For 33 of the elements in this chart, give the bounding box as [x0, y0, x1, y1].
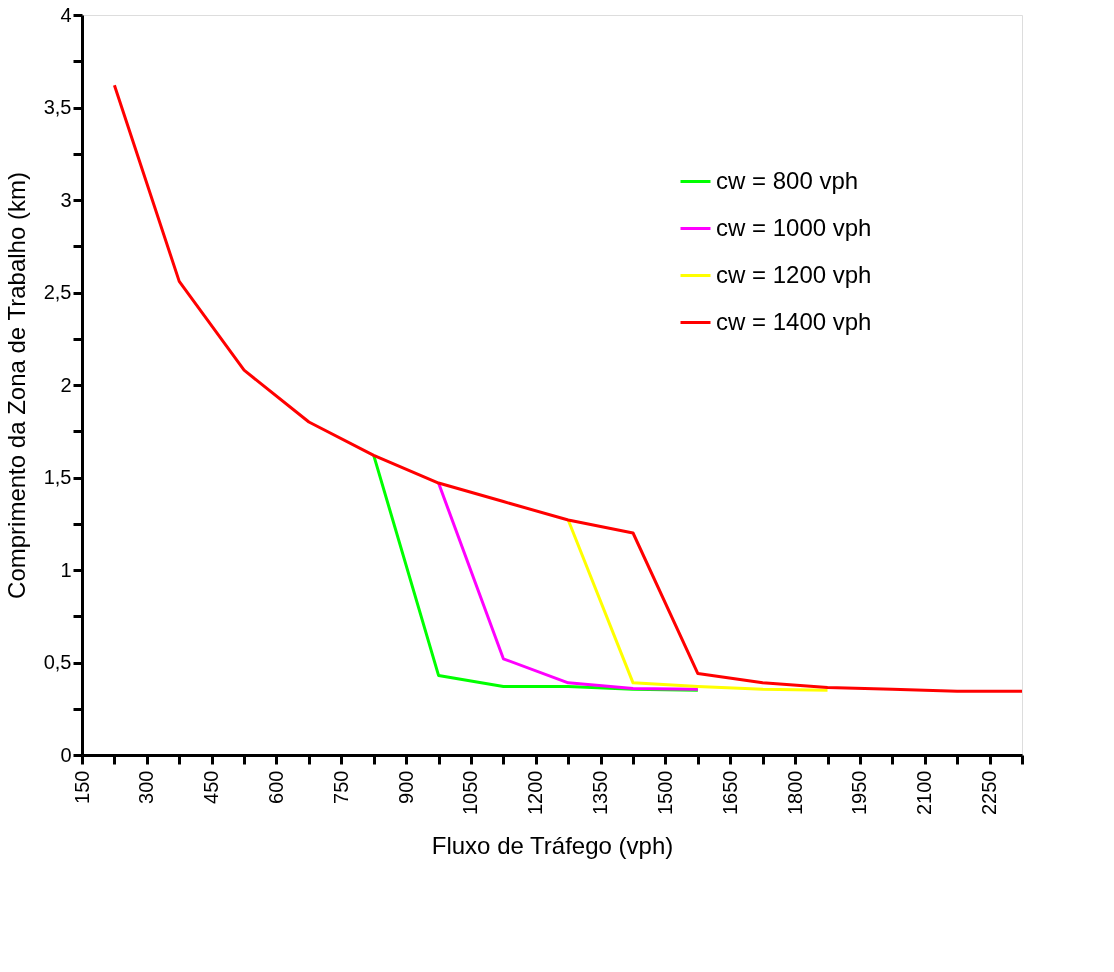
y-tick-label: 3,5	[43, 96, 72, 118]
y-tick-label: 4	[60, 3, 72, 26]
x-tick-label: 750	[329, 770, 352, 804]
legend-label: cw = 1200 vph	[716, 260, 872, 288]
x-tick-label: 900	[394, 770, 417, 804]
line-series	[112, 83, 1024, 693]
x-tick-label: 1800	[783, 770, 806, 815]
x-tick-label: 2100	[913, 770, 936, 815]
x-tick-label: 450	[200, 770, 223, 804]
y-tick-label: 1	[60, 558, 72, 581]
x-tick-label: 600	[264, 770, 287, 804]
x-tick-label: 300	[135, 770, 158, 804]
y-tick-label: 2	[60, 373, 72, 396]
y-tick-label: 3	[60, 188, 72, 211]
legend-label: cw = 1400 vph	[716, 307, 872, 335]
x-tick-label: 150	[70, 770, 93, 804]
legend-label: cw = 1000 vph	[716, 213, 872, 241]
x-tick-label: 1500	[653, 770, 676, 815]
x-axis-title: Fluxo de Tráfego (vph)	[431, 831, 674, 859]
x-tick-label: 1950	[848, 770, 871, 815]
y-axis-title: Comprimento da Zona de Trabalho (km)	[2, 172, 30, 599]
y-tick-label: 1,5	[43, 466, 72, 488]
line-series	[437, 481, 700, 691]
y-tick-label: 0,5	[43, 651, 72, 673]
x-tick-label: 1200	[524, 770, 547, 815]
x-tick-label: 1050	[459, 770, 482, 815]
line-series	[566, 518, 830, 692]
legend-label: cw = 800 vph	[716, 166, 859, 194]
y-tick-label: 2,5	[43, 281, 72, 303]
y-tick-label: 0	[60, 743, 72, 766]
x-tick-label: 1650	[718, 770, 741, 815]
x-tick-label: 1350	[589, 770, 612, 815]
x-tick-label: 2250	[978, 770, 1001, 815]
